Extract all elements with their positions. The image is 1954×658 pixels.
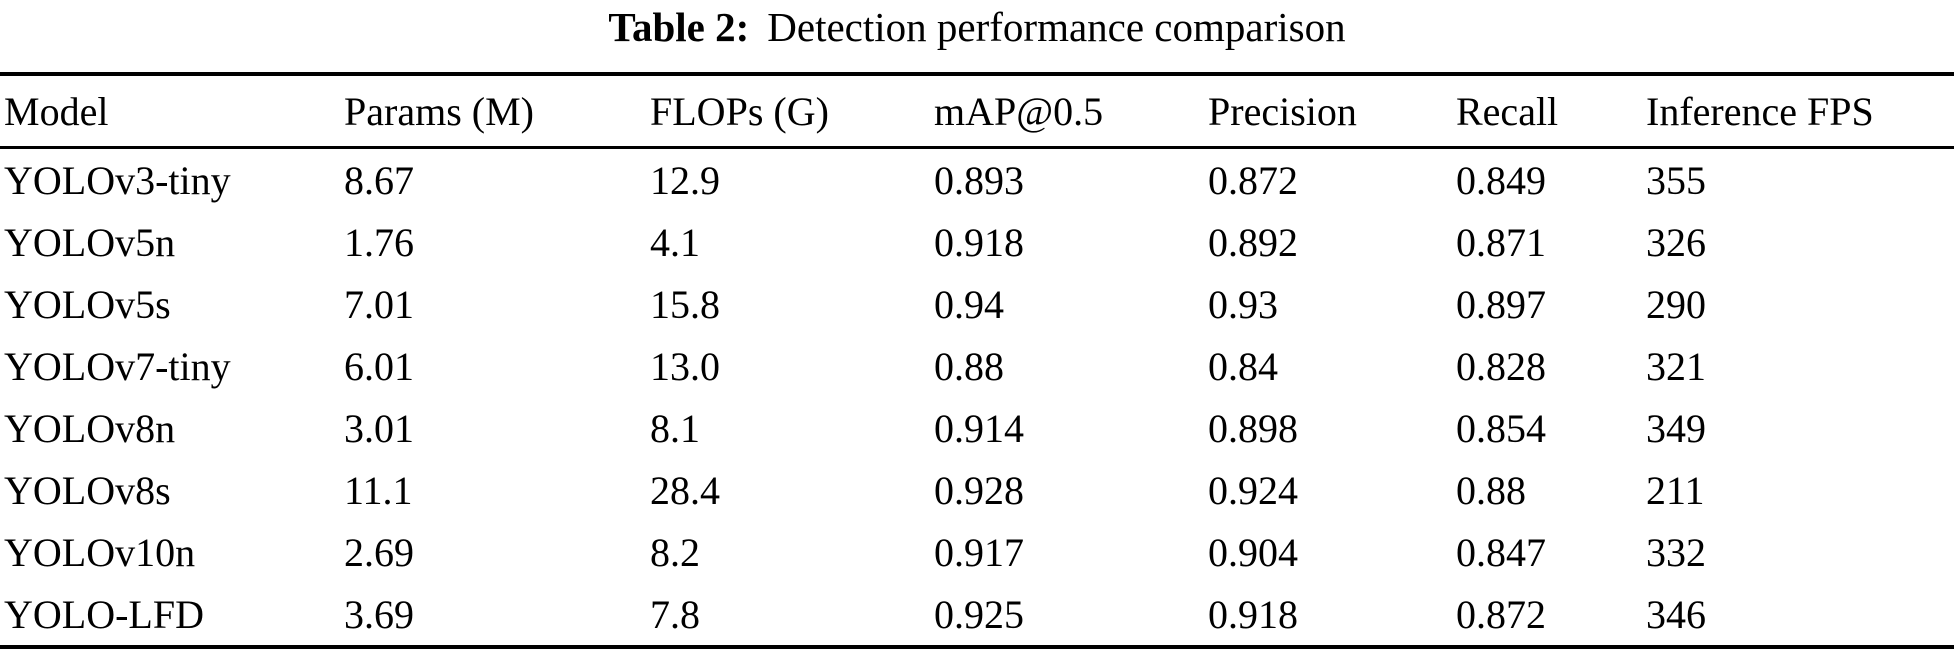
value-cell: 0.925 [934, 591, 1024, 637]
value-cell: 0.871 [1456, 219, 1546, 265]
column-header: Precision [1208, 88, 1357, 134]
table-row: YOLOv5s 7.01 15.8 0.94 0.93 0.897 290 [0, 273, 1954, 335]
column-header: mAP@0.5 [934, 88, 1104, 134]
table-body: YOLOv3-tiny 8.67 12.9 0.893 0.872 0.849 355 YOL… [0, 148, 1954, 647]
model-name-cell: YOLOv7-tiny [4, 343, 231, 389]
value-cell: 321 [1646, 343, 1706, 389]
table-row: YOLOv3-tiny 8.67 12.9 0.893 0.872 0.849 355 [0, 148, 1954, 212]
table-row: YOLOv8n 3.01 8.1 0.914 0.898 0.854 349 [0, 397, 1954, 459]
value-cell: 0.872 [1456, 591, 1546, 637]
value-cell: 28.4 [650, 467, 720, 513]
value-cell: 3.01 [344, 405, 414, 451]
table-caption-label: Table 2: [608, 4, 750, 50]
table-row: YOLO-LFD 3.69 7.8 0.925 0.918 0.872 346 [0, 583, 1954, 647]
value-cell: 349 [1646, 405, 1706, 451]
value-cell: 2.69 [344, 529, 414, 575]
column-header: Inference FPS [1646, 88, 1874, 134]
value-cell: 0.897 [1456, 281, 1546, 327]
model-name-cell: YOLO-LFD [4, 591, 204, 637]
model-name-cell: YOLOv10n [4, 529, 196, 575]
value-cell: 0.892 [1208, 219, 1298, 265]
value-cell: 290 [1646, 281, 1706, 327]
value-cell: 0.918 [1208, 591, 1298, 637]
value-cell: 0.849 [1456, 157, 1546, 203]
value-cell: 0.893 [934, 157, 1024, 203]
value-cell: 0.84 [1208, 343, 1278, 389]
table-caption: Table 2: Detection performance comparison [0, 0, 1954, 51]
detection-performance-table: Model Params (M) FLOPs (G) mAP@0.5 Precision… [0, 72, 1954, 649]
column-header: Model [4, 88, 109, 134]
value-cell: 0.872 [1208, 157, 1298, 203]
table-header-row: Model Params (M) FLOPs (G) mAP@0.5 Precision… [0, 74, 1954, 148]
value-cell: 0.847 [1456, 529, 1546, 575]
table-row: YOLOv8s 11.1 28.4 0.928 0.924 0.88 211 [0, 459, 1954, 521]
model-name-cell: YOLOv5s [4, 281, 171, 327]
value-cell: 15.8 [650, 281, 720, 327]
value-cell: 0.88 [1456, 467, 1526, 513]
column-header: Params (M) [344, 88, 534, 134]
value-cell: 211 [1646, 467, 1705, 513]
value-cell: 355 [1646, 157, 1706, 203]
value-cell: 13.0 [650, 343, 720, 389]
value-cell: 0.917 [934, 529, 1024, 575]
value-cell: 0.93 [1208, 281, 1278, 327]
value-cell: 332 [1646, 529, 1706, 575]
value-cell: 0.928 [934, 467, 1024, 513]
table-row: YOLOv10n 2.69 8.2 0.917 0.904 0.847 332 [0, 521, 1954, 583]
value-cell: 326 [1646, 219, 1706, 265]
value-cell: 3.69 [344, 591, 414, 637]
value-cell: 0.914 [934, 405, 1024, 451]
value-cell: 8.1 [650, 405, 700, 451]
column-header: Recall [1456, 88, 1559, 134]
value-cell: 8.2 [650, 529, 700, 575]
model-name-cell: YOLOv8s [4, 467, 171, 513]
value-cell: 11.1 [344, 467, 413, 513]
model-name-cell: YOLOv3-tiny [4, 157, 231, 203]
table-row: YOLOv5n 1.76 4.1 0.918 0.892 0.871 326 [0, 211, 1954, 273]
value-cell: 1.76 [344, 219, 414, 265]
value-cell: 0.904 [1208, 529, 1298, 575]
model-name-cell: YOLOv8n [4, 405, 176, 451]
column-header: FLOPs (G) [650, 88, 829, 134]
value-cell: 0.828 [1456, 343, 1546, 389]
value-cell: 0.94 [934, 281, 1004, 327]
table-caption-text: Detection performance comparison [767, 4, 1346, 50]
model-name-cell: YOLOv5n [4, 219, 176, 265]
table-row: YOLOv7-tiny 6.01 13.0 0.88 0.84 0.828 321 [0, 335, 1954, 397]
value-cell: 7.8 [650, 591, 700, 637]
table-head: Model Params (M) FLOPs (G) mAP@0.5 Precision… [0, 74, 1954, 148]
value-cell: 0.918 [934, 219, 1024, 265]
value-cell: 0.88 [934, 343, 1004, 389]
value-cell: 8.67 [344, 157, 414, 203]
value-cell: 0.924 [1208, 467, 1298, 513]
value-cell: 0.898 [1208, 405, 1298, 451]
value-cell: 346 [1646, 591, 1706, 637]
value-cell: 7.01 [344, 281, 414, 327]
value-cell: 4.1 [650, 219, 700, 265]
value-cell: 12.9 [650, 157, 720, 203]
value-cell: 0.854 [1456, 405, 1546, 451]
value-cell: 6.01 [344, 343, 414, 389]
